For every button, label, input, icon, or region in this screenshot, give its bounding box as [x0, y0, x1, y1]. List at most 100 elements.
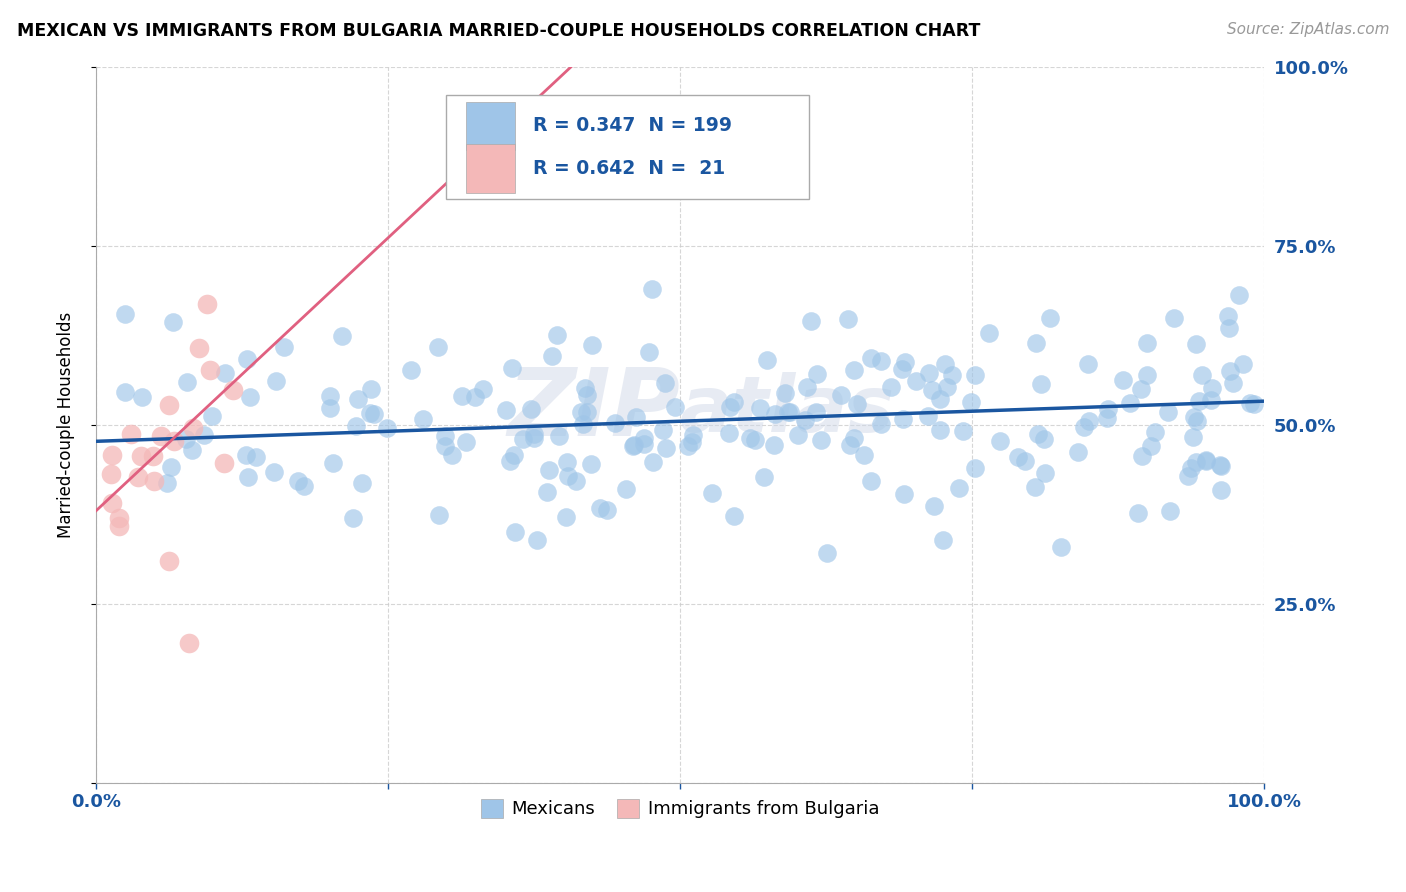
- Point: [319, 389, 342, 403]
- Point: [935, 380, 957, 394]
- Point: [1111, 373, 1133, 387]
- Text: ZIP: ZIP: [508, 365, 681, 457]
- Point: [1073, 419, 1095, 434]
- Point: [633, 432, 655, 446]
- Point: [977, 326, 1000, 341]
- Point: [723, 395, 745, 409]
- Point: [837, 311, 859, 326]
- Point: [762, 438, 785, 452]
- Point: [917, 409, 939, 424]
- Point: [948, 481, 970, 495]
- Point: [114, 307, 136, 321]
- Point: [114, 385, 136, 400]
- Point: [195, 297, 218, 311]
- Point: [350, 476, 373, 491]
- Point: [127, 470, 149, 484]
- Point: [429, 508, 451, 522]
- Point: [1156, 405, 1178, 419]
- Point: [744, 433, 766, 447]
- Point: [181, 421, 204, 435]
- Point: [235, 448, 257, 462]
- Point: [652, 423, 675, 437]
- Point: [918, 366, 941, 380]
- Point: [637, 345, 659, 359]
- Point: [1067, 445, 1090, 459]
- Point: [880, 379, 903, 393]
- Point: [1181, 430, 1204, 444]
- Point: [523, 427, 546, 442]
- Point: [129, 449, 152, 463]
- Point: [676, 439, 699, 453]
- Point: [624, 410, 647, 425]
- Point: [952, 425, 974, 439]
- Point: [399, 363, 422, 377]
- Point: [1232, 358, 1254, 372]
- Point: [614, 482, 637, 496]
- Point: [1136, 336, 1159, 351]
- Point: [860, 475, 883, 489]
- Point: [538, 462, 561, 476]
- Point: [266, 374, 288, 388]
- Point: [929, 392, 952, 406]
- Point: [1201, 381, 1223, 395]
- Y-axis label: Married-couple Households: Married-couple Households: [58, 311, 75, 538]
- Point: [641, 454, 664, 468]
- Point: [810, 433, 832, 447]
- Point: [1025, 336, 1047, 351]
- Point: [427, 340, 450, 354]
- Point: [1097, 410, 1119, 425]
- Point: [806, 367, 828, 381]
- Point: [941, 368, 963, 383]
- Point: [794, 412, 817, 426]
- Point: [623, 437, 645, 451]
- Point: [800, 314, 823, 328]
- Point: [1201, 392, 1223, 407]
- Point: [319, 401, 342, 416]
- Point: [162, 314, 184, 328]
- Point: [681, 435, 703, 450]
- Point: [503, 448, 526, 462]
- Point: [157, 398, 180, 412]
- Point: [198, 363, 221, 377]
- Point: [375, 420, 398, 434]
- Point: [347, 392, 370, 406]
- Point: [1219, 363, 1241, 377]
- Point: [1180, 461, 1202, 475]
- Point: [1185, 414, 1208, 428]
- Point: [1014, 454, 1036, 468]
- Point: [201, 409, 224, 423]
- Point: [174, 433, 197, 447]
- Point: [960, 395, 983, 409]
- Point: [779, 405, 801, 419]
- Point: [852, 448, 875, 462]
- Point: [565, 474, 588, 488]
- Point: [1119, 396, 1142, 410]
- Point: [555, 455, 578, 469]
- Point: [931, 533, 953, 547]
- Point: [342, 511, 364, 525]
- Point: [495, 403, 517, 417]
- Point: [1209, 483, 1232, 497]
- Point: [440, 449, 463, 463]
- Point: [451, 389, 474, 403]
- Point: [1140, 439, 1163, 453]
- Point: [157, 554, 180, 568]
- Bar: [467, 145, 516, 193]
- Point: [755, 353, 778, 368]
- Point: [1007, 450, 1029, 465]
- Point: [934, 358, 956, 372]
- Point: [454, 434, 477, 449]
- Point: [749, 401, 772, 416]
- Point: [1184, 336, 1206, 351]
- Point: [860, 351, 883, 366]
- Point: [245, 450, 267, 464]
- Point: [654, 376, 676, 390]
- Point: [1208, 458, 1230, 473]
- Text: MEXICAN VS IMMIGRANTS FROM BULGARIA MARRIED-COUPLE HOUSEHOLDS CORRELATION CHART: MEXICAN VS IMMIGRANTS FROM BULGARIA MARR…: [17, 22, 980, 40]
- Point: [869, 417, 891, 431]
- Point: [776, 405, 799, 419]
- Point: [700, 485, 723, 500]
- Point: [787, 428, 810, 442]
- Point: [738, 431, 761, 445]
- Point: [547, 429, 569, 443]
